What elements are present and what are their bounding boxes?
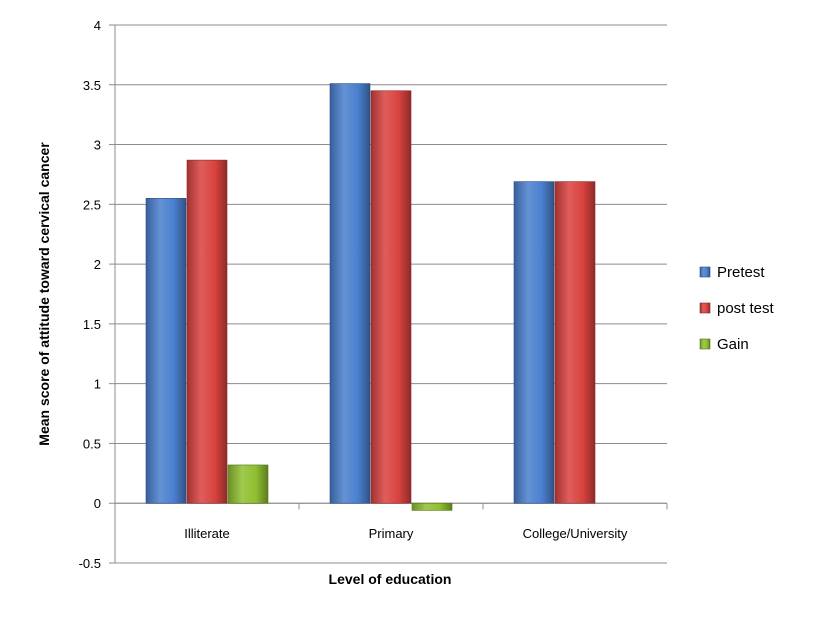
bar-gain-primary — [411, 502, 453, 511]
legend-label: Pretest — [717, 264, 765, 281]
labels: Mean score of attitude toward cervical c… — [36, 142, 451, 587]
bar-post-test-college-university — [554, 181, 596, 504]
x-tick-label: College/University — [523, 526, 628, 541]
y-tick-label: 0.5 — [83, 436, 101, 451]
y-tick-label: 3.5 — [83, 78, 101, 93]
x-tick-label: Illiterate — [184, 526, 230, 541]
y-tick-label: 4 — [94, 18, 101, 33]
legend: Pretest post test Gain — [699, 264, 775, 353]
y-tick-label: 0 — [94, 496, 101, 511]
y-tick-label: 1 — [94, 377, 101, 392]
bars — [145, 83, 596, 511]
bar-pretest-college-university — [513, 181, 555, 504]
legend-swatch — [699, 338, 711, 350]
legend-swatch — [699, 266, 711, 278]
y-tick-label: 2 — [94, 257, 101, 272]
y-tick-label: 2.5 — [83, 197, 101, 212]
legend-label: Gain — [717, 336, 749, 353]
x-tick-label: Primary — [369, 526, 414, 541]
legend-swatch — [699, 302, 711, 314]
legend-label: post test — [717, 300, 775, 317]
y-tick-label: 3 — [94, 138, 101, 153]
bar-post-test-primary — [370, 90, 412, 504]
x-axis-label: Level of education — [329, 571, 452, 587]
bar-gain-illiterate — [227, 464, 269, 504]
y-tick-label: -0.5 — [79, 556, 101, 571]
y-axis-label: Mean score of attitude toward cervical c… — [36, 142, 52, 446]
y-tick-label: 1.5 — [83, 317, 101, 332]
bar-post-test-illiterate — [186, 159, 228, 504]
bar-pretest-primary — [329, 83, 371, 504]
axes: -0.5 0 0.5 1 1.5 2 2.5 3 3.5 4 Illiterate Primary Co… — [79, 18, 668, 571]
bar-pretest-illiterate — [145, 198, 187, 504]
